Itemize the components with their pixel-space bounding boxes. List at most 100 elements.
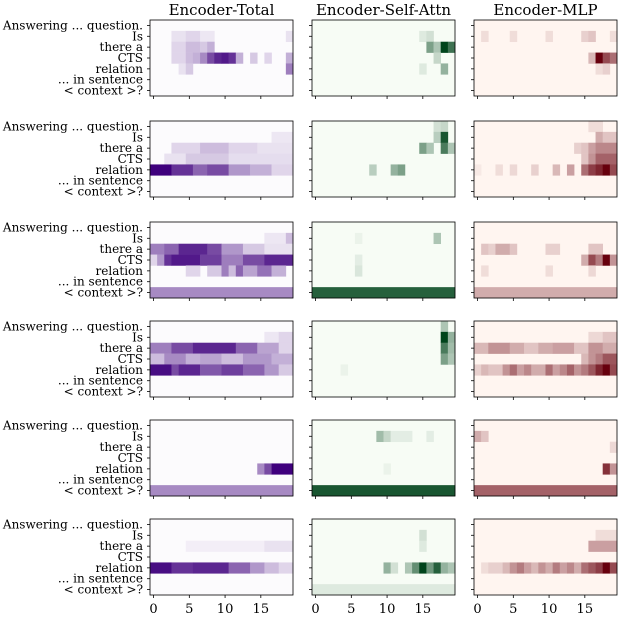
- row-label: CTS: [118, 253, 143, 267]
- heatmap-background: [474, 420, 617, 496]
- heatmap-cell: [581, 142, 589, 154]
- heatmap-cell: [228, 153, 294, 165]
- heatmap-cell: [474, 164, 482, 176]
- heatmap-cell: [602, 254, 611, 266]
- heatmap-cell: [200, 52, 208, 64]
- heatmap-cell: [609, 463, 618, 475]
- heatmap-cell: [588, 254, 596, 266]
- heatmap-cell: [150, 364, 172, 376]
- row-label: Is: [132, 231, 143, 245]
- row-label: relation: [96, 561, 144, 575]
- row-label: Answering ... question.: [2, 119, 143, 133]
- heatmap-cell: [264, 52, 272, 64]
- heatmap-cell: [278, 331, 294, 344]
- heatmap-cell: [602, 131, 618, 144]
- heatmap-cell: [150, 287, 294, 299]
- heatmap-cell: [602, 562, 611, 574]
- heatmap-cell: [552, 164, 561, 176]
- heatmap-cell: [552, 364, 561, 376]
- heatmap-cell: [150, 243, 165, 255]
- row-label: Is: [132, 29, 143, 43]
- heatmap-cell: [390, 562, 399, 574]
- heatmap-cell: [264, 243, 294, 255]
- heatmap-cell: [419, 63, 427, 75]
- row-label: < context >?: [64, 286, 143, 300]
- heatmap-cell: [178, 63, 187, 75]
- heatmap-cell: [566, 364, 575, 376]
- heatmap-cell: [285, 30, 294, 43]
- heatmap-cell: [264, 463, 272, 475]
- heatmap-cell: [264, 562, 279, 574]
- heatmap-cell: [481, 243, 489, 255]
- heatmap-cell: [257, 142, 294, 154]
- heatmap-cell: [440, 131, 449, 144]
- row-label: Answering ... question.: [2, 220, 143, 234]
- heatmap-cell: [171, 41, 187, 53]
- heatmap-cell: [524, 342, 539, 354]
- heatmap-cell: [602, 463, 611, 475]
- heatmap-cell: [419, 529, 427, 542]
- row-label: there a: [100, 440, 143, 454]
- heatmap-cell: [531, 164, 539, 176]
- row-label: Answering ... question.: [2, 319, 143, 333]
- row-label: Is: [132, 528, 143, 542]
- heatmap-cell: [574, 364, 582, 376]
- heatmap-cell: [488, 364, 503, 376]
- heatmap-cell: [433, 131, 441, 144]
- heatmap-cell: [171, 342, 194, 354]
- heatmap-cell: [581, 30, 589, 43]
- heatmap-cell: [164, 254, 172, 266]
- heatmap-cell: [228, 52, 237, 64]
- x-tick-label: 5: [185, 602, 193, 617]
- heatmap-cell: [354, 232, 363, 245]
- heatmap-cell: [164, 243, 179, 255]
- heatmap-cell: [538, 562, 546, 574]
- heatmap-cell: [488, 243, 496, 255]
- heatmap-cell: [440, 142, 449, 154]
- heatmap-cell: [221, 52, 229, 64]
- heatmap-cell: [588, 562, 596, 574]
- heatmap-cell: [171, 142, 201, 154]
- heatmap-cell: [588, 243, 603, 255]
- row-label: CTS: [118, 51, 143, 65]
- heatmap-cell: [235, 265, 244, 277]
- heatmap-cell: [285, 232, 294, 245]
- heatmap-cell: [609, 52, 618, 64]
- heatmap-cell: [192, 164, 208, 176]
- heatmap-cell: [595, 529, 618, 542]
- heatmap-cell: [509, 30, 518, 43]
- heatmap-cell: [609, 562, 618, 574]
- heatmap-cell: [354, 265, 363, 277]
- heatmap-cell: [552, 562, 561, 574]
- heatmap-cell: [185, 265, 201, 277]
- heatmap-cell: [602, 342, 618, 354]
- heatmap-cell: [185, 153, 229, 165]
- heatmap-cell: [545, 243, 561, 255]
- x-tick-label: 15: [253, 602, 270, 617]
- heatmap-cell: [171, 164, 194, 176]
- heatmap-cell: [545, 364, 553, 376]
- heatmap-cell: [509, 164, 518, 176]
- heatmap-cell: [588, 121, 603, 133]
- heatmap-cell: [581, 562, 589, 574]
- heatmap-cell: [242, 364, 265, 376]
- heatmap-cell: [502, 562, 511, 574]
- heatmap-cell: [602, 164, 611, 176]
- heatmap-cell: [157, 254, 165, 266]
- heatmap-cell: [595, 52, 603, 64]
- heatmap-cell: [171, 254, 201, 266]
- row-label: < context >?: [64, 185, 143, 199]
- heatmap-cell: [264, 331, 279, 344]
- heatmap-cell: [447, 41, 456, 53]
- x-tick-label: 10: [379, 602, 396, 617]
- heatmap-cell: [516, 364, 525, 376]
- heatmap-cell: [200, 353, 222, 365]
- x-tick-label: 10: [217, 602, 234, 617]
- heatmap-cell: [588, 353, 596, 365]
- heatmap-cell: [602, 52, 611, 64]
- heatmap-cell: [376, 430, 384, 443]
- row-label: Is: [132, 429, 143, 443]
- heatmap-cell: [200, 142, 229, 154]
- heatmap-cell: [207, 52, 215, 64]
- heatmap-cell: [312, 485, 456, 497]
